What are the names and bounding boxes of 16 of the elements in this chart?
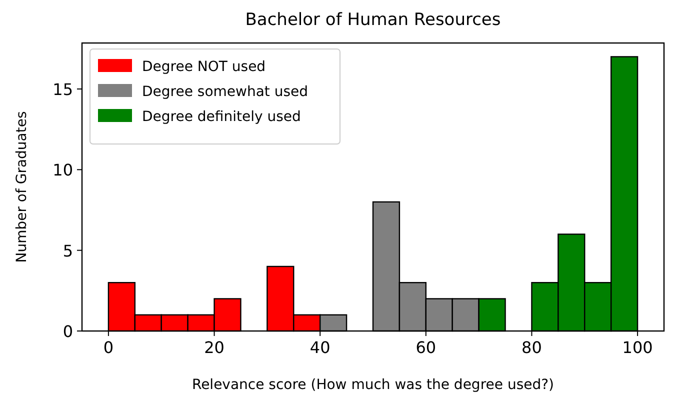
legend-label: Degree somewhat used [142, 84, 308, 100]
y-tick-label: 15 [52, 80, 73, 99]
y-tick-label: 0 [62, 322, 73, 341]
x-tick-label: 0 [103, 338, 114, 357]
y-axis-title: Number of Graduates [14, 111, 30, 263]
chart-title: Bachelor of Human Resources [245, 10, 501, 30]
x-tick-label: 100 [622, 338, 653, 357]
x-tick-label: 40 [310, 338, 330, 357]
x-axis-title: Relevance score (How much was the degree used?) [192, 377, 554, 393]
legend-label: Degree NOT used [142, 59, 266, 75]
x-tick-label: 80 [522, 338, 542, 357]
x-tick-label: 20 [204, 338, 224, 357]
y-tick-label: 10 [52, 160, 73, 180]
x-tick-label: 60 [416, 338, 436, 357]
legend-label: Degree definitely used [142, 109, 301, 125]
y-tick-label: 5 [62, 241, 73, 260]
